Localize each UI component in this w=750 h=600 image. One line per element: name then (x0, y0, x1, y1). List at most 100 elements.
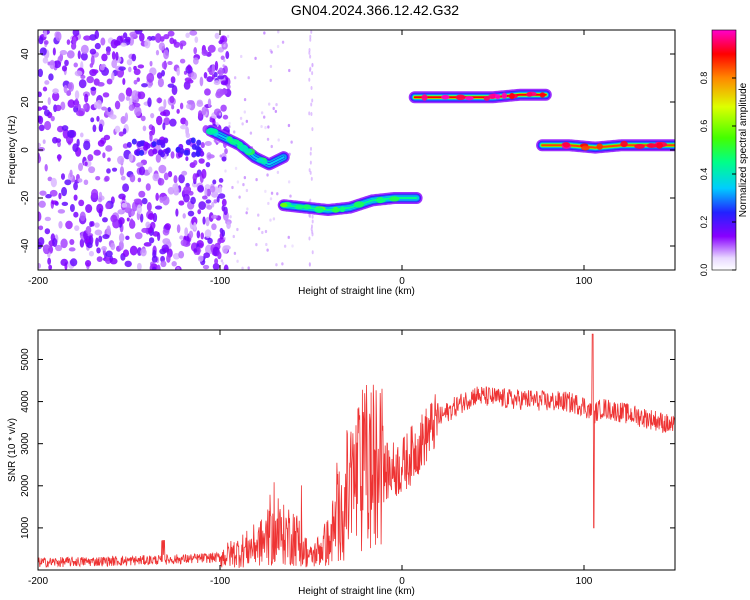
noise-blob (289, 194, 292, 198)
noise-blob (145, 221, 151, 229)
noise-blob (276, 170, 280, 174)
noise-blob (114, 125, 121, 133)
colorbar-frame (711, 29, 737, 271)
y-tick-label: 5000 (20, 348, 31, 371)
noise-blob (110, 214, 118, 223)
noise-blob (102, 217, 108, 223)
noise-blob (309, 34, 312, 39)
noise-blob (182, 213, 186, 219)
noise-blob (179, 235, 184, 240)
noise-blob (160, 111, 167, 116)
noise-blob (96, 203, 104, 214)
noise-blob (136, 162, 144, 168)
noise-blob (240, 54, 243, 59)
noise-blob (124, 260, 132, 268)
noise-blob (99, 64, 105, 71)
noise-blob (38, 154, 42, 164)
noise-blob (257, 227, 261, 231)
noise-blob (197, 184, 205, 193)
noise-blob (311, 98, 314, 103)
noise-blob (263, 31, 266, 35)
noise-blob (163, 34, 170, 40)
noise-blob (38, 106, 43, 111)
snr-content (38, 333, 675, 569)
colorbar-tick-label: 0.0 (699, 264, 709, 277)
noise-blob (49, 189, 58, 197)
noise-blob (126, 141, 132, 148)
noise-blob (129, 218, 134, 226)
noise-blob (163, 98, 167, 109)
noise-blob (308, 77, 311, 82)
noise-blob (269, 218, 272, 222)
noise-blob (52, 238, 58, 247)
noise-blob (243, 110, 246, 114)
x-tick-label: 0 (399, 576, 405, 587)
noise-blob (138, 166, 146, 176)
noise-blob (199, 150, 205, 157)
noise-blob (222, 64, 225, 68)
noise-blob (195, 151, 201, 158)
x-tick-label: 100 (576, 576, 593, 587)
noise-blob (269, 78, 272, 82)
noise-blob (167, 83, 175, 88)
noise-blob (152, 231, 160, 237)
noise-blob (125, 87, 133, 97)
noise-blob (50, 177, 57, 188)
noise-blob (190, 72, 197, 80)
noise-blob (209, 185, 216, 193)
noise-blob (152, 266, 157, 270)
noise-blob (276, 44, 280, 49)
noise-blob (224, 148, 228, 155)
noise-blob (140, 115, 146, 122)
noise-blob (86, 75, 94, 84)
noise-blob (214, 60, 219, 71)
noise-blob (116, 35, 124, 46)
noise-blob (91, 69, 99, 74)
noise-blob (129, 174, 136, 183)
noise-blob (90, 117, 95, 123)
noise-blob (196, 230, 201, 239)
noise-blob (84, 161, 88, 167)
noise-blob (243, 97, 247, 102)
noise-blob (212, 118, 216, 126)
noise-blob (57, 154, 61, 162)
noise-blob (196, 101, 204, 108)
noise-blob (281, 40, 285, 44)
noise-blob (131, 53, 137, 62)
noise-blob (139, 213, 144, 223)
trace-hotspot (656, 142, 663, 149)
noise-blob (163, 117, 171, 126)
noise-blob (310, 102, 313, 107)
noise-blob (42, 57, 49, 64)
noise-blob (308, 262, 311, 267)
noise-blob (255, 178, 258, 182)
noise-blob (59, 50, 68, 56)
noise-blob (159, 151, 165, 158)
noise-blob (264, 229, 268, 234)
noise-blob (43, 40, 49, 45)
noise-blob (218, 67, 224, 76)
noise-blob (219, 227, 224, 234)
noise-blob (242, 183, 245, 187)
noise-blob (308, 213, 311, 218)
noise-blob (92, 124, 97, 133)
noise-blob (196, 139, 202, 146)
noise-blob (139, 149, 145, 156)
noise-blob (269, 197, 273, 201)
trace-hotspot (294, 204, 304, 210)
x-tick-label: -100 (210, 276, 230, 287)
noise-blob (176, 266, 180, 270)
spectrogram-content (38, 30, 675, 270)
noise-blob (310, 30, 313, 34)
noise-blob (125, 36, 131, 43)
noise-blob (148, 237, 155, 244)
trace-hotspot (421, 94, 428, 101)
noise-blob (58, 220, 63, 229)
noise-blob (74, 90, 80, 100)
noise-blob (147, 166, 153, 174)
noise-blob (47, 176, 53, 182)
noise-blob (180, 124, 188, 130)
noise-blob (135, 232, 143, 240)
noise-blob (143, 242, 152, 247)
